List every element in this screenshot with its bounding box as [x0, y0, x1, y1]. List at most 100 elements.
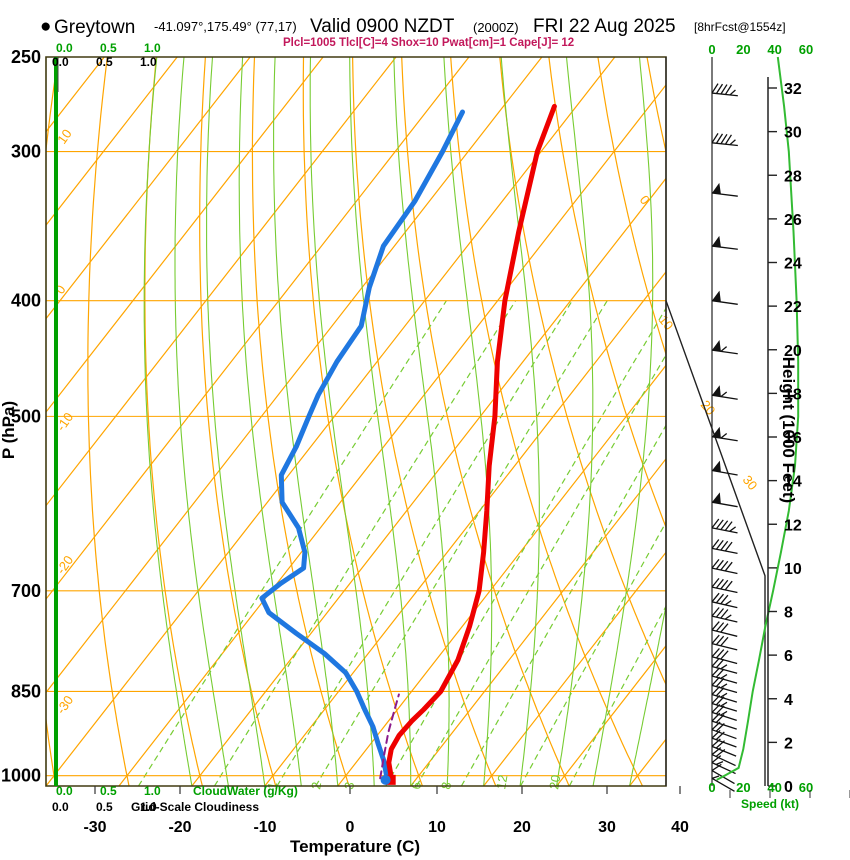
valid-time-z: (2000Z) [473, 20, 519, 35]
cloudiness-tick-top: 0.0 [52, 55, 69, 69]
speed-tick-label-top: 40 [767, 42, 781, 57]
pressure-axis-label: P (hPa) [0, 401, 18, 459]
height-tick-label: 16 [784, 430, 802, 447]
height-tick-label: 0 [784, 779, 793, 796]
temperature-tick-label: 40 [671, 819, 689, 836]
height-axis-label: Height (1000 Feet) [779, 357, 798, 503]
cloudwater-legend-label: CloudWater (g/Kg) [193, 784, 298, 798]
station-marker: ● [40, 16, 51, 37]
valid-time: Valid 0900 NZDT [310, 16, 455, 37]
wind-barb [711, 133, 738, 147]
height-tick-label: 20 [784, 343, 802, 360]
wind-barb [711, 518, 738, 534]
temperature-tick-label: 10 [428, 819, 446, 836]
forecast-hour: [8hrFcst@1554z] [694, 20, 786, 34]
wind-barb [711, 729, 737, 748]
wind-speed-curve [716, 56, 800, 781]
cloudwater-tick-bottom: 0.0 [56, 784, 73, 798]
mixing-ratio-grid [137, 300, 666, 786]
temperature-trace [386, 103, 557, 783]
cloudwater-tick-bottom: 0.5 [100, 784, 117, 798]
sounding-stats: Plcl=1005 Tlcl[C]=4 Shox=10 Pwat[cm]=1 C… [283, 37, 574, 49]
wind-barb [711, 634, 738, 651]
wind-barb [711, 621, 738, 637]
speed-tick-label-bottom: 40 [767, 780, 781, 795]
wind-barb [711, 492, 738, 508]
wind-speed-trace [716, 56, 800, 781]
speed-tick-label-top: 0 [708, 42, 715, 57]
isotherm-label: 30 [740, 472, 761, 493]
dry-adiabat-label: 10 [54, 126, 75, 146]
pressure-tick-label: 250 [11, 47, 41, 67]
temperature-tick-label: -20 [168, 819, 191, 836]
cloudiness-tick-top: 1.0 [140, 55, 157, 69]
wind-barb [711, 558, 738, 575]
speed-tick-label-top: 20 [736, 42, 750, 57]
speed-tick-label-top: 60 [799, 42, 813, 57]
sounding-traces [259, 103, 557, 785]
temperature-axis-label: Temperature (C) [290, 837, 420, 856]
height-tick-label: 22 [784, 299, 802, 316]
wind-barb [711, 426, 738, 442]
speed-axis-label: Speed (kt) [741, 797, 799, 811]
parcel-trace [379, 693, 400, 780]
wind-barb-column[interactable] [711, 57, 738, 792]
wind-barb [711, 577, 738, 594]
height-tick-label: 24 [784, 256, 802, 273]
height-tick-label: 4 [784, 692, 793, 709]
dry-adiabat-grid [46, 57, 666, 786]
cloudwater-tick-top: 0.5 [100, 41, 117, 55]
cloudiness-tick-bottom: 1.0 [140, 800, 157, 814]
wind-barb [711, 340, 738, 355]
mixing-ratio-label: 20 [546, 774, 563, 791]
wind-barb [711, 667, 738, 684]
valid-date: FRI 22 Aug 2025 [533, 16, 676, 37]
height-tick-label: 2 [784, 735, 793, 752]
cloudiness-legend-label: Grid-Scale Cloudiness [131, 800, 259, 814]
temperature-tick-label: -10 [253, 819, 276, 836]
height-tick-label: 14 [784, 474, 802, 491]
height-tick-label: 8 [784, 605, 793, 622]
pressure-tick-label: 500 [11, 406, 41, 426]
plot-frame [45, 56, 766, 787]
temperature-tick-label: 30 [598, 819, 616, 836]
wind-barb [711, 460, 738, 476]
isotherm-grid [46, 57, 666, 786]
temperature-tick-label: -30 [83, 819, 106, 836]
speed-tick-label-bottom: 0 [708, 780, 715, 795]
speed-tick-label-bottom: 60 [799, 780, 813, 795]
height-tick-label: 12 [784, 517, 802, 534]
pressure-tick-label: 300 [11, 142, 41, 162]
height-tick-label: 26 [784, 212, 802, 229]
cloudiness-tick-top: 0.5 [96, 55, 113, 69]
wind-barb [711, 290, 738, 305]
height-tick-label: 28 [784, 168, 802, 185]
wind-barb [711, 607, 738, 623]
surface-dewpoint-marker [380, 774, 391, 785]
wind-barb [711, 657, 738, 674]
speed-tick-label-bottom: 20 [736, 780, 750, 795]
temperature-tick-label: 0 [346, 819, 355, 836]
temperature-tick-label: 20 [513, 819, 531, 836]
wind-barb [711, 385, 738, 400]
height-tick-label: 32 [784, 81, 802, 98]
surface-temperature-marker [385, 774, 396, 785]
wind-barb [711, 83, 738, 97]
pressure-tick-label: 400 [11, 291, 41, 311]
cloudwater-tick-top: 0.0 [56, 41, 73, 55]
wind-barb [711, 747, 736, 767]
wind-barb [711, 738, 737, 757]
cloudwater-tick-bottom: 1.0 [144, 784, 161, 798]
height-tick-label: 30 [784, 125, 802, 142]
cloudiness-tick-bottom: 0.0 [52, 800, 69, 814]
wind-barb [711, 647, 738, 665]
wind-barb [711, 539, 738, 554]
height-tick-label: 6 [784, 648, 793, 665]
pressure-tick-label: 1000 [1, 766, 41, 786]
isotherm-label: 20 [698, 397, 719, 418]
mixing-ratio-label: 12 [493, 774, 510, 791]
